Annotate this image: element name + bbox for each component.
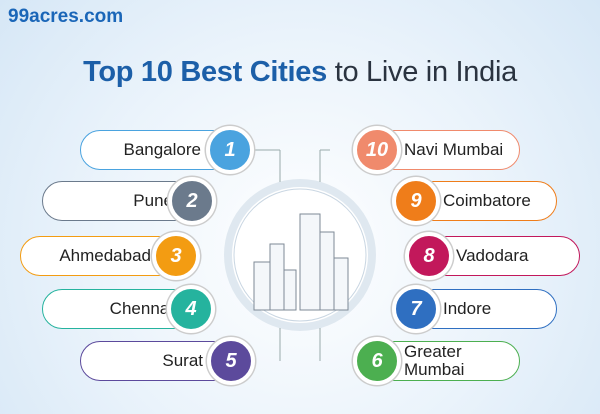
title-highlight: Top 10 Best Cities (83, 56, 327, 88)
rank-badge: 4 (167, 285, 215, 333)
rank-badge: 6 (353, 337, 401, 385)
rank-badge: 9 (392, 177, 440, 225)
city-name: Ahmedabad (59, 246, 151, 265)
city-name: Chennai (109, 299, 173, 318)
rank-badge: 10 (353, 126, 401, 174)
city-name: Pune (133, 191, 173, 210)
title-rest: to Live in India (334, 56, 518, 88)
brand: 99acres.com (8, 6, 124, 27)
rank-badge: 2 (168, 177, 216, 225)
rank-badge: 7 (392, 285, 440, 333)
city-name: Surat (162, 351, 203, 370)
city-name: Greater Mumbai (404, 342, 465, 379)
rank-badge: 8 (405, 232, 453, 280)
city-name: Coimbatore (443, 191, 531, 210)
rank-badge: 5 (207, 337, 255, 385)
rank-badge: 3 (152, 232, 200, 280)
city-name: Vadodara (456, 246, 529, 265)
title: Top 10 Best Cities to Live in India (0, 56, 600, 89)
city-name: Bangalore (123, 140, 201, 159)
city-name: Navi Mumbai (404, 140, 504, 159)
city-name: Indore (443, 299, 492, 318)
rank-badge: 1 (206, 126, 254, 174)
